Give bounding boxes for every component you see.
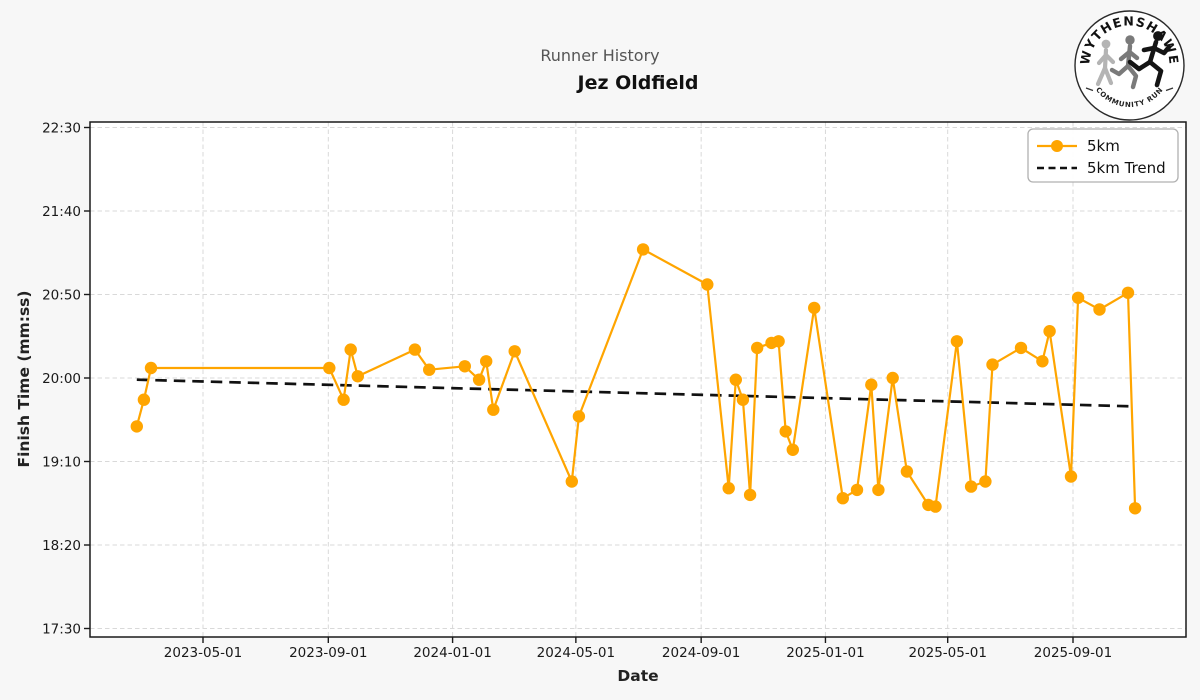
- wythenshawe-community-run-logo: WYTHENSHAWE COMMUNITY RUN: [1074, 10, 1185, 121]
- data-point-5km: [130, 420, 143, 433]
- data-point-5km: [986, 358, 999, 371]
- data-point-5km: [850, 483, 864, 497]
- data-point-5km: [565, 475, 578, 488]
- x-tick-label: 2024-01-01: [413, 645, 491, 661]
- data-point-5km: [351, 370, 364, 383]
- data-point-5km: [865, 378, 878, 391]
- y-tick-label: 22:30: [42, 120, 81, 136]
- data-point-5km: [808, 301, 821, 315]
- y-tick-label: 18:20: [42, 538, 81, 554]
- plot-background: [90, 122, 1186, 637]
- data-point-5km: [1121, 286, 1135, 299]
- data-point-5km: [337, 393, 350, 406]
- data-point-5km: [1128, 502, 1142, 515]
- axes-spines: [89, 121, 1187, 638]
- data-point-5km: [736, 393, 750, 406]
- logo-runners: [1095, 31, 1172, 90]
- data-point-5km: [751, 341, 764, 355]
- data-point-5km: [344, 343, 357, 356]
- legend-5km-label: 5km: [1087, 137, 1120, 155]
- data-point-5km: [472, 373, 486, 386]
- data-point-5km: [1036, 355, 1049, 368]
- y-tick-label: 20:50: [42, 287, 81, 303]
- data-point-5km: [1014, 341, 1028, 355]
- legend: 5km 5km Trend: [1027, 128, 1179, 183]
- plot-area: 22:30 21:40 20:50 20:00 19:10 18:20 17:30 2023-…: [42, 120, 1187, 661]
- data-point-5km: [701, 278, 714, 291]
- data-point-5km: [572, 410, 586, 423]
- y-tick-label: 21:40: [42, 204, 81, 220]
- data-point-5km: [1064, 470, 1078, 483]
- data-point-5km: [636, 243, 650, 256]
- data-point-5km: [508, 345, 521, 358]
- x-tick-label: 2025-01-01: [786, 645, 864, 661]
- y-axis-label: Finish Time (mm:ss): [15, 291, 33, 468]
- data-point-5km: [929, 500, 942, 513]
- data-point-5km: [144, 361, 158, 375]
- data-point-5km: [786, 443, 799, 456]
- x-axis-label: Date: [617, 667, 658, 685]
- sprinter-figure-icon: [1127, 31, 1172, 88]
- walker-figure-icon: [1095, 39, 1116, 87]
- x-tick-label: 2024-09-01: [662, 645, 740, 661]
- data-point-5km: [729, 373, 742, 386]
- legend-5km-marker-swatch: [1051, 140, 1063, 152]
- data-point-5km: [137, 393, 151, 406]
- data-point-5km: [964, 480, 978, 493]
- data-point-5km: [779, 425, 792, 438]
- data-point-5km: [487, 403, 500, 416]
- data-point-5km: [722, 482, 735, 495]
- data-point-5km: [772, 335, 785, 348]
- y-tick-label: 20:00: [42, 371, 81, 387]
- x-tick-label: 2025-05-01: [908, 645, 986, 661]
- x-tick-label: 2025-09-01: [1034, 645, 1112, 661]
- logo-right-dash: [1165, 87, 1174, 92]
- data-point-5km: [1093, 303, 1106, 316]
- data-point-5km: [743, 488, 757, 502]
- data-point-5km: [458, 360, 471, 373]
- data-point-5km: [423, 363, 436, 376]
- y-tick-label: 19:10: [42, 454, 81, 470]
- data-point-5km: [979, 475, 992, 488]
- data-point-5km: [872, 483, 885, 497]
- data-point-5km: [900, 465, 914, 478]
- data-point-5km: [1071, 291, 1085, 304]
- data-point-5km: [886, 371, 899, 385]
- data-point-5km: [1043, 325, 1056, 338]
- data-point-5km: [950, 335, 964, 348]
- y-tick-label: 17:30: [42, 621, 81, 637]
- x-tick-label: 2024-05-01: [537, 645, 615, 661]
- data-point-5km: [480, 355, 493, 368]
- chart-subtitle: Runner History: [540, 46, 660, 65]
- runner-name-title: Jez Oldfield: [577, 72, 699, 94]
- x-tick-label: 2023-05-01: [164, 645, 242, 661]
- legend-trend-label: 5km Trend: [1087, 159, 1166, 177]
- x-tick-label: 2023-09-01: [289, 645, 367, 661]
- logo-left-dash: [1085, 87, 1094, 92]
- data-point-5km: [836, 492, 849, 505]
- data-point-5km: [408, 343, 422, 356]
- data-point-5km: [323, 361, 336, 375]
